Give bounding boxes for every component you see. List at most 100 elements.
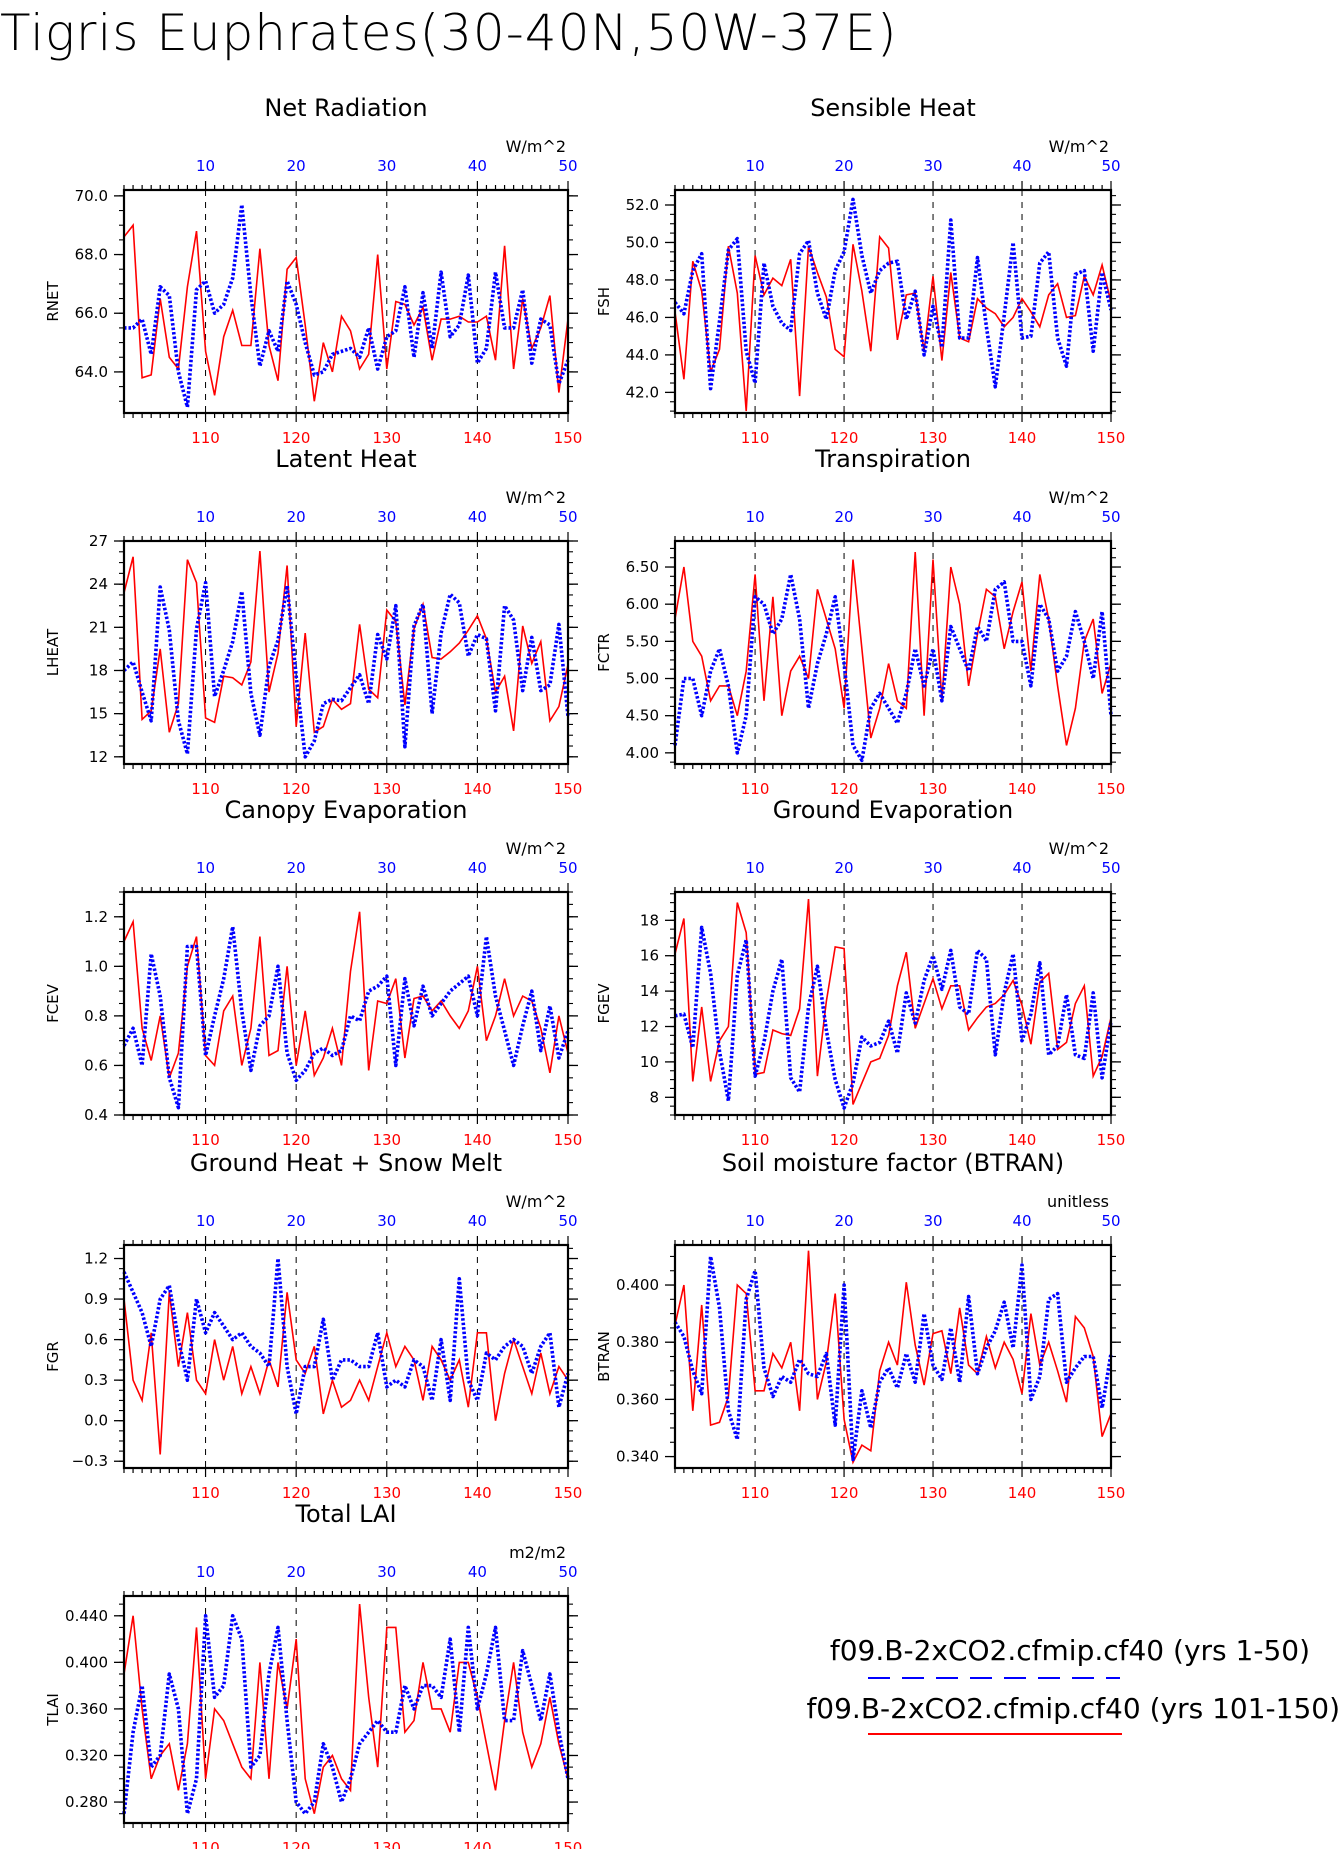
y-tick-label: 0.6 [84,1331,108,1349]
y-tick-label: 6.00 [626,595,659,613]
x-top-tick-label: 30 [377,157,396,175]
y-tick-label: 0.0 [84,1412,108,1430]
series-line-yrs-101-150 [123,911,569,1079]
legend-blue-label: f09.B-2xCO2.cfmip.cf40 (yrs 1-50) [830,1634,1310,1667]
x-tick-label: 150 [1097,780,1126,798]
y-tick-label: −0.3 [72,1452,108,1470]
x-top-tick-label: 40 [1012,1212,1031,1230]
x-top-tick-label: 10 [196,508,215,526]
panel-title: Ground Heat + Snow Melt [190,1149,502,1177]
x-top-tick-label: 40 [468,1563,487,1581]
plot-frame [122,1594,570,1825]
y-tick-label: 1.2 [84,1250,108,1268]
x-tick-label: 130 [372,1839,401,1849]
x-top-tick-label: 50 [1101,1212,1120,1230]
x-top-tick-label: 20 [835,1212,854,1230]
x-top-tick-label: 10 [746,1212,765,1230]
y-tick-label: 0.8 [84,1007,108,1025]
y-tick-label: 0.380 [616,1333,659,1351]
panel-title: Transpiration [814,445,971,473]
x-top-tick-label: 30 [923,859,942,877]
x-tick-label: 130 [372,780,401,798]
y-axis-label: FCTR [595,633,613,672]
y-tick-label: 24 [89,575,108,593]
x-top-tick-label: 20 [287,508,306,526]
x-tick-label: 110 [191,1839,220,1849]
x-tick-label: 110 [191,780,220,798]
x-tick-label: 120 [282,1131,311,1149]
y-tick-label: 0.280 [65,1793,108,1811]
panel-lheat: Latent Heat W/m^2 110 120 130 140 150 10 20 30 40 5… [44,445,582,798]
x-top-tick-label: 30 [923,508,942,526]
units-label: W/m^2 [1049,488,1109,507]
x-top-tick-label: 40 [1012,508,1031,526]
y-axis-label: FGR [44,1341,62,1372]
x-top-tick-label: 40 [468,157,487,175]
x-tick-label: 150 [554,1839,583,1849]
x-tick-label: 140 [463,429,492,447]
x-top-tick-label: 10 [196,859,215,877]
panels: Net Radiation W/m^2 110 120 130 140 150 10 20 30 4… [44,94,1125,1849]
x-top-tick-label: 30 [377,1212,396,1230]
panel-fgev: Ground Evaporation W/m^2 110 120 130 140 150 10… [595,796,1125,1149]
x-tick-label: 120 [282,1484,311,1502]
x-top-tick-label: 20 [287,157,306,175]
x-top-tick-label: 50 [558,859,577,877]
x-top-tick-label: 10 [746,157,765,175]
x-top-tick-label: 50 [1101,508,1120,526]
x-tick-label: 110 [741,780,770,798]
panel-title: Sensible Heat [810,94,976,122]
x-top-tick-label: 10 [196,1563,215,1581]
y-tick-label: 42.0 [626,383,659,401]
x-top-tick-label: 10 [746,508,765,526]
x-tick-label: 120 [830,1484,859,1502]
x-tick-label: 150 [554,1131,583,1149]
y-tick-label: 0.360 [616,1390,659,1408]
y-tick-label: 5.00 [626,670,659,688]
series-line-yrs-101-150 [123,1604,569,1814]
x-top-tick-label: 50 [558,1563,577,1581]
y-axis-label: TLAI [44,1693,62,1727]
y-tick-label: 4.00 [626,744,659,762]
y-tick-label: 46.0 [626,308,659,326]
x-tick-label: 130 [372,1484,401,1502]
x-tick-label: 120 [282,1839,311,1849]
units-label: m2/m2 [509,1543,566,1562]
x-top-tick-label: 10 [746,859,765,877]
y-tick-label: 21 [89,618,108,636]
legend: f09.B-2xCO2.cfmip.cf40 (yrs 1-50) f09.B-… [806,1634,1338,1735]
y-tick-label: 1.0 [84,957,108,975]
x-top-tick-label: 40 [1012,157,1031,175]
y-axis-label: FGEV [595,983,613,1024]
panel-tlai: Total LAI m2/m2 110 120 130 140 150 10 20 30 40 50 0… [44,1500,582,1849]
panel-btran: Soil moisture factor (BTRAN) unitless 110 1… [595,1149,1125,1502]
x-tick-label: 150 [554,429,583,447]
panel-title: Latent Heat [275,445,416,473]
y-tick-label: 10 [640,1053,659,1071]
x-tick-label: 130 [372,429,401,447]
y-axis-label: RNET [44,281,62,322]
y-tick-label: 0.400 [616,1276,659,1294]
x-top-tick-label: 40 [468,1212,487,1230]
x-top-tick-label: 20 [287,1212,306,1230]
x-tick-label: 140 [1008,1131,1037,1149]
y-tick-label: 0.440 [65,1607,108,1625]
series-line-yrs-1-50 [122,924,570,1110]
x-top-tick-label: 40 [468,859,487,877]
x-tick-label: 130 [919,429,948,447]
x-top-tick-label: 40 [468,508,487,526]
series-line-yrs-1-50 [122,1614,570,1816]
units-label: W/m^2 [1049,137,1109,156]
y-axis-label: FCEV [44,983,62,1023]
x-tick-label: 140 [463,1839,492,1849]
y-tick-label: 12 [89,748,108,766]
y-axis-label: BTRAN [595,1331,613,1382]
y-tick-label: 0.340 [616,1448,659,1466]
y-tick-label: 12 [640,1018,659,1036]
x-top-tick-label: 10 [196,157,215,175]
y-tick-label: 27 [89,532,108,550]
x-tick-label: 110 [191,1484,220,1502]
figure-title: Tigris Euphrates(30-40N,50W-37E) [0,4,898,62]
x-tick-label: 150 [1097,429,1126,447]
